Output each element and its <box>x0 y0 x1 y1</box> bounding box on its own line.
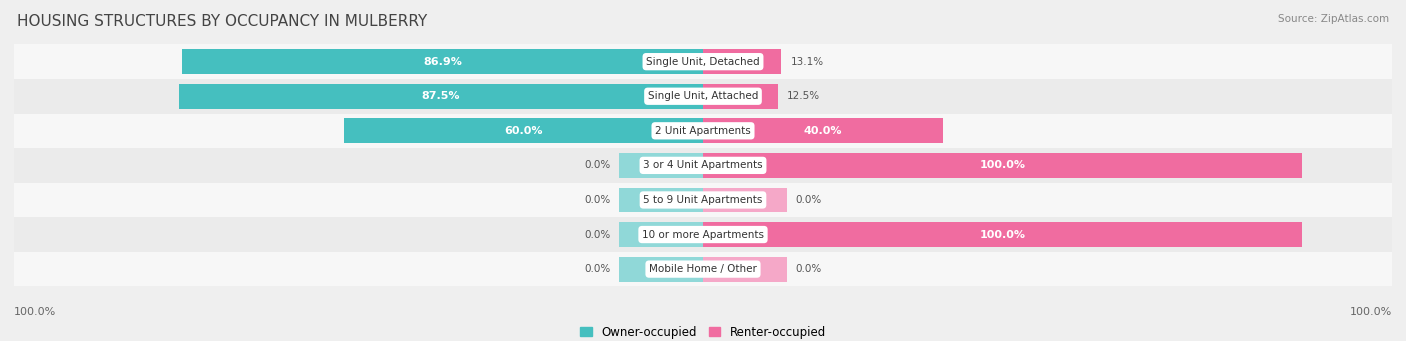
Bar <box>14 148 1392 183</box>
Bar <box>14 114 1392 148</box>
Text: 100.0%: 100.0% <box>14 307 56 317</box>
Bar <box>703 222 1302 247</box>
Bar <box>343 118 703 143</box>
Text: 0.0%: 0.0% <box>796 264 823 274</box>
Bar <box>14 252 1392 286</box>
Bar <box>14 44 1392 79</box>
Text: Single Unit, Attached: Single Unit, Attached <box>648 91 758 101</box>
Text: 60.0%: 60.0% <box>503 126 543 136</box>
Text: 40.0%: 40.0% <box>804 126 842 136</box>
Bar <box>619 153 703 178</box>
Text: HOUSING STRUCTURES BY OCCUPANCY IN MULBERRY: HOUSING STRUCTURES BY OCCUPANCY IN MULBE… <box>17 14 427 29</box>
Text: 0.0%: 0.0% <box>583 264 610 274</box>
Bar <box>619 188 703 212</box>
Bar <box>703 257 787 282</box>
Text: Source: ZipAtlas.com: Source: ZipAtlas.com <box>1278 14 1389 24</box>
Bar <box>703 49 782 74</box>
Text: 0.0%: 0.0% <box>583 160 610 170</box>
Text: 100.0%: 100.0% <box>1350 307 1392 317</box>
Text: 0.0%: 0.0% <box>583 229 610 239</box>
Text: Single Unit, Detached: Single Unit, Detached <box>647 57 759 66</box>
Text: 13.1%: 13.1% <box>790 57 824 66</box>
Bar <box>619 222 703 247</box>
Text: 0.0%: 0.0% <box>583 195 610 205</box>
Text: 2 Unit Apartments: 2 Unit Apartments <box>655 126 751 136</box>
Bar <box>179 84 703 109</box>
Bar <box>703 84 778 109</box>
Bar <box>703 153 1302 178</box>
Legend: Owner-occupied, Renter-occupied: Owner-occupied, Renter-occupied <box>579 326 827 339</box>
Text: 12.5%: 12.5% <box>787 91 820 101</box>
Bar <box>183 49 703 74</box>
Text: 3 or 4 Unit Apartments: 3 or 4 Unit Apartments <box>643 160 763 170</box>
Text: 10 or more Apartments: 10 or more Apartments <box>643 229 763 239</box>
Text: 100.0%: 100.0% <box>980 229 1025 239</box>
Text: Mobile Home / Other: Mobile Home / Other <box>650 264 756 274</box>
Text: 5 to 9 Unit Apartments: 5 to 9 Unit Apartments <box>644 195 762 205</box>
Text: 87.5%: 87.5% <box>422 91 460 101</box>
Text: 86.9%: 86.9% <box>423 57 463 66</box>
Bar <box>703 118 942 143</box>
Bar <box>14 183 1392 217</box>
Bar <box>619 257 703 282</box>
Bar <box>14 79 1392 114</box>
Bar <box>703 188 787 212</box>
Bar <box>14 217 1392 252</box>
Text: 100.0%: 100.0% <box>980 160 1025 170</box>
Text: 0.0%: 0.0% <box>796 195 823 205</box>
